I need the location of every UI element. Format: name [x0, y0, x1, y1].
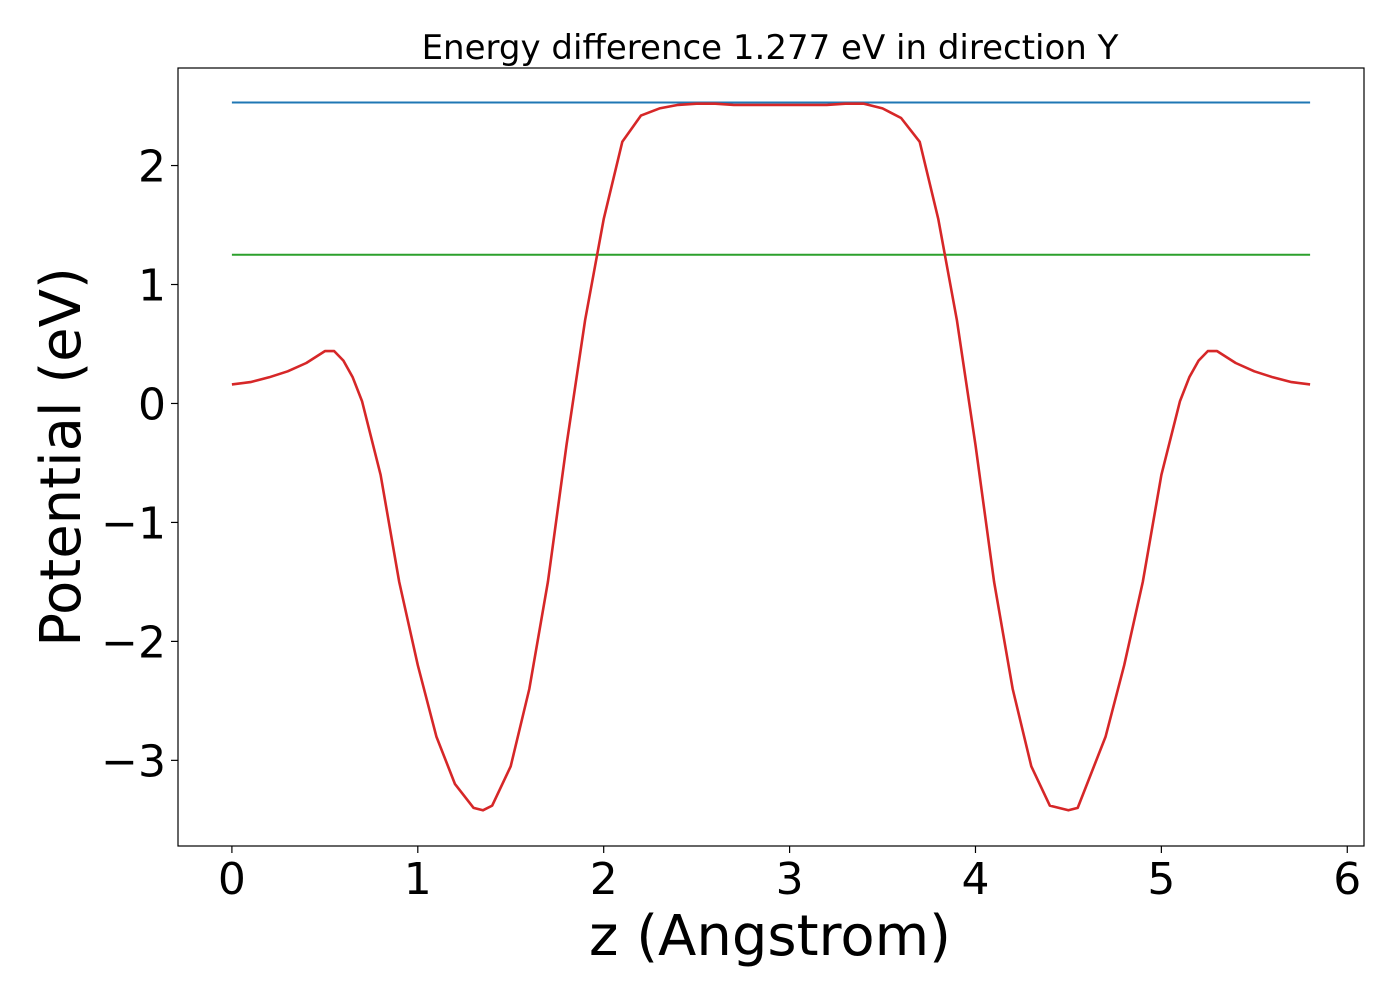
y-tick-label: 2 — [138, 142, 166, 193]
x-tick-label: 5 — [1147, 854, 1175, 905]
y-tick-label: 1 — [138, 261, 166, 312]
x-tick-label: 3 — [776, 854, 804, 905]
y-tick-label: −3 — [101, 736, 166, 787]
x-tick-label: 4 — [961, 854, 989, 905]
x-tick-label: 2 — [590, 854, 618, 905]
y-tick-label: 0 — [138, 379, 166, 430]
series-line-3 — [231, 102, 1311, 812]
y-axis-ticks: −3 −2 −1 0 1 2 — [101, 142, 178, 787]
chart-title: Energy difference 1.277 eV in direction … — [422, 28, 1119, 68]
x-tick-label: 0 — [218, 854, 246, 905]
x-axis-ticks: 0 1 2 3 4 5 6 — [218, 846, 1361, 905]
x-tick-label: 6 — [1333, 854, 1361, 905]
x-tick-label: 1 — [404, 854, 432, 905]
y-tick-label: −2 — [101, 617, 166, 668]
plot-series — [231, 101, 1311, 812]
y-axis-label: Potential (eV) — [29, 267, 94, 647]
x-axis-label: z (Angstrom) — [589, 904, 951, 969]
y-tick-label: −1 — [101, 498, 166, 549]
plot-frame — [177, 67, 1365, 847]
